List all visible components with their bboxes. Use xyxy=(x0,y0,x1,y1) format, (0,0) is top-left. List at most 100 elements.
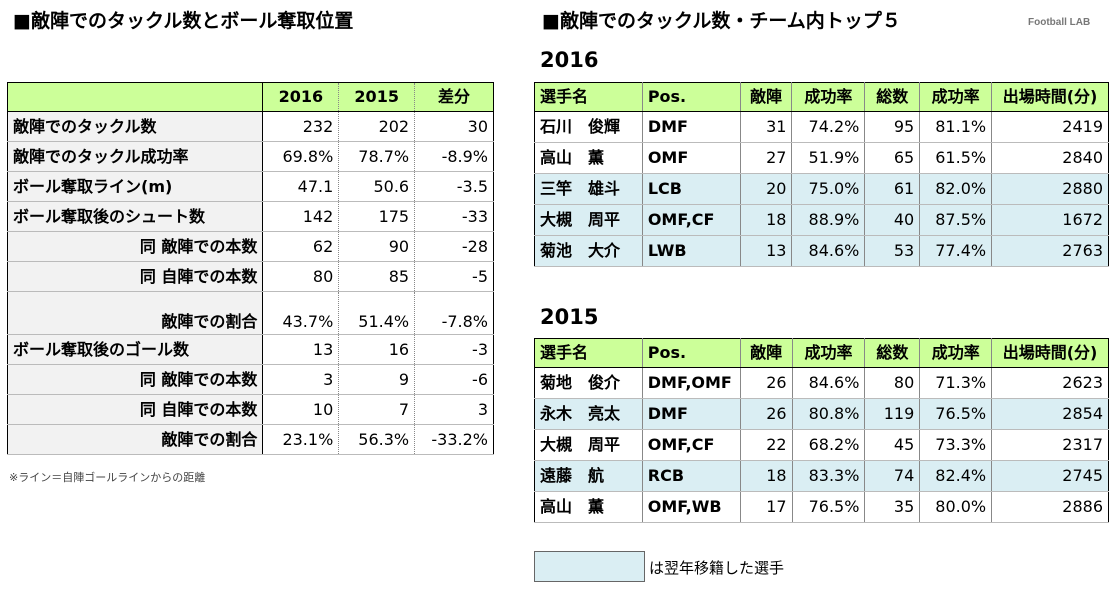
total-success-rate: 61.5% xyxy=(919,142,992,174)
row-label: 同 自陣での本数 xyxy=(7,394,264,425)
table-row: 敵陣でのタックル成功率 69.8% 78.7% -8.9% xyxy=(7,141,494,172)
player-name: 大槻 周平 xyxy=(534,204,643,236)
total-tackles: 65 xyxy=(864,142,920,174)
year-2015-label: 2015 xyxy=(540,305,599,329)
total-success-rate: 81.1% xyxy=(919,111,992,143)
table-row: ボール奪取後のゴール数 13 16 -3 xyxy=(7,334,494,365)
player-row: 遠藤 航 RCB 18 83.3% 74 82.4% 2745 xyxy=(534,460,1109,492)
player-position: OMF xyxy=(641,142,741,174)
value-diff: 3 xyxy=(414,394,494,425)
header-total: 総数 xyxy=(864,82,920,112)
value-diff: -33.2% xyxy=(414,424,494,455)
header-diff: 差分 xyxy=(414,82,494,112)
total-success-rate: 87.5% xyxy=(919,204,992,236)
value-diff: -3.5 xyxy=(414,171,494,202)
value-2015: 7 xyxy=(338,394,415,425)
top5-2016-table: 選手名 Pos. 敵陣 成功率 総数 成功率 出場時間(分) 石川 俊輝 DMF 3… xyxy=(534,82,1109,267)
player-row: 大槻 周平 OMF,CF 22 68.2% 45 73.3% 2317 xyxy=(534,429,1109,461)
value-diff: 30 xyxy=(414,111,494,142)
left-title: ■敵陣でのタックル数とボール奪取位置 xyxy=(13,10,354,32)
header-player: 選手名 xyxy=(534,338,643,368)
total-success-rate: 82.0% xyxy=(919,173,992,205)
header-pos: Pos. xyxy=(641,338,741,368)
header-rate1: 成功率 xyxy=(791,338,865,368)
total-tackles: 119 xyxy=(864,398,920,430)
player-name: 菊地 俊介 xyxy=(534,367,643,399)
enemy-success-rate: 83.3% xyxy=(791,460,865,492)
table-header-row: 選手名 Pos. 敵陣 成功率 総数 成功率 出場時間(分) xyxy=(534,338,1109,368)
player-position: DMF xyxy=(641,398,741,430)
enemy-tackles: 27 xyxy=(739,142,792,174)
total-tackles: 45 xyxy=(864,429,920,461)
header-rate2: 成功率 xyxy=(919,338,992,368)
player-position: DMF,OMF xyxy=(641,367,741,399)
minutes-played: 1672 xyxy=(991,204,1109,236)
row-label: 同 敵陣での本数 xyxy=(7,231,264,262)
header-minutes: 出場時間(分) xyxy=(991,338,1109,368)
value-2016: 13 xyxy=(262,334,339,365)
minutes-played: 2745 xyxy=(991,460,1109,492)
total-tackles: 74 xyxy=(864,460,920,492)
total-success-rate: 82.4% xyxy=(919,460,992,492)
table-row: 敵陣での割合 43.7% 51.4% -7.8% xyxy=(7,291,494,335)
value-2015: 9 xyxy=(338,364,415,395)
value-2015: 175 xyxy=(338,201,415,232)
value-2015: 56.3% xyxy=(338,424,415,455)
row-label: 敵陣での割合 xyxy=(7,424,264,455)
value-2016: 69.8% xyxy=(262,141,339,172)
year-2016-label: 2016 xyxy=(540,48,599,72)
total-success-rate: 76.5% xyxy=(919,398,992,430)
enemy-tackles: 22 xyxy=(739,429,793,461)
row-label: 敵陣でのタックル成功率 xyxy=(7,141,264,172)
header-blank xyxy=(7,82,264,112)
minutes-played: 2419 xyxy=(991,111,1109,143)
minutes-played: 2886 xyxy=(991,491,1109,523)
header-pos: Pos. xyxy=(641,82,741,112)
table-row: 敵陣での割合 23.1% 56.3% -33.2% xyxy=(7,424,494,455)
value-diff: -3 xyxy=(414,334,494,365)
total-success-rate: 71.3% xyxy=(919,367,992,399)
enemy-success-rate: 84.6% xyxy=(791,235,865,267)
value-2016: 232 xyxy=(262,111,339,142)
header-player: 選手名 xyxy=(534,82,643,112)
enemy-tackles: 17 xyxy=(739,491,793,523)
enemy-success-rate: 68.2% xyxy=(791,429,865,461)
player-row: 三竿 雄斗 LCB 20 75.0% 61 82.0% 2880 xyxy=(534,173,1109,205)
minutes-played: 2854 xyxy=(991,398,1109,430)
player-position: OMF,CF xyxy=(641,429,741,461)
player-position: DMF xyxy=(641,111,741,143)
row-label: 敵陣でのタックル数 xyxy=(7,111,264,142)
value-diff: -6 xyxy=(414,364,494,395)
table-row: 同 敵陣での本数 62 90 -28 xyxy=(7,231,494,262)
enemy-success-rate: 88.9% xyxy=(791,204,865,236)
value-2015: 85 xyxy=(338,261,415,292)
legend-label: は翌年移籍した選手 xyxy=(649,559,785,577)
enemy-success-rate: 84.6% xyxy=(791,367,865,399)
enemy-tackles: 31 xyxy=(739,111,792,143)
value-2016: 80 xyxy=(262,261,339,292)
brand-label: Football LAB xyxy=(1028,17,1091,28)
total-tackles: 80 xyxy=(864,367,920,399)
player-row: 高山 薫 OMF,WB 17 76.5% 35 80.0% 2886 xyxy=(534,491,1109,523)
player-name: 石川 俊輝 xyxy=(534,111,643,143)
header-rate2: 成功率 xyxy=(919,82,992,112)
value-2015: 78.7% xyxy=(338,141,415,172)
total-tackles: 53 xyxy=(864,235,920,267)
table-row: ボール奪取ライン(m) 47.1 50.6 -3.5 xyxy=(7,171,494,202)
value-diff: -7.8% xyxy=(414,291,494,335)
player-row: 菊池 大介 LWB 13 84.6% 53 77.4% 2763 xyxy=(534,235,1109,267)
value-2016: 10 xyxy=(262,394,339,425)
enemy-success-rate: 51.9% xyxy=(791,142,865,174)
player-name: 菊池 大介 xyxy=(534,235,643,267)
enemy-tackles: 18 xyxy=(739,204,792,236)
total-tackles: 61 xyxy=(864,173,920,205)
value-2015: 90 xyxy=(338,231,415,262)
enemy-tackles: 26 xyxy=(739,367,793,399)
enemy-tackles: 20 xyxy=(739,173,792,205)
header-total: 総数 xyxy=(864,338,920,368)
row-label: ボール奪取後のゴール数 xyxy=(7,334,264,365)
header-enemy: 敵陣 xyxy=(739,338,793,368)
enemy-success-rate: 75.0% xyxy=(791,173,865,205)
row-label: 敵陣での割合 xyxy=(7,291,264,335)
header-2015: 2015 xyxy=(338,82,415,112)
